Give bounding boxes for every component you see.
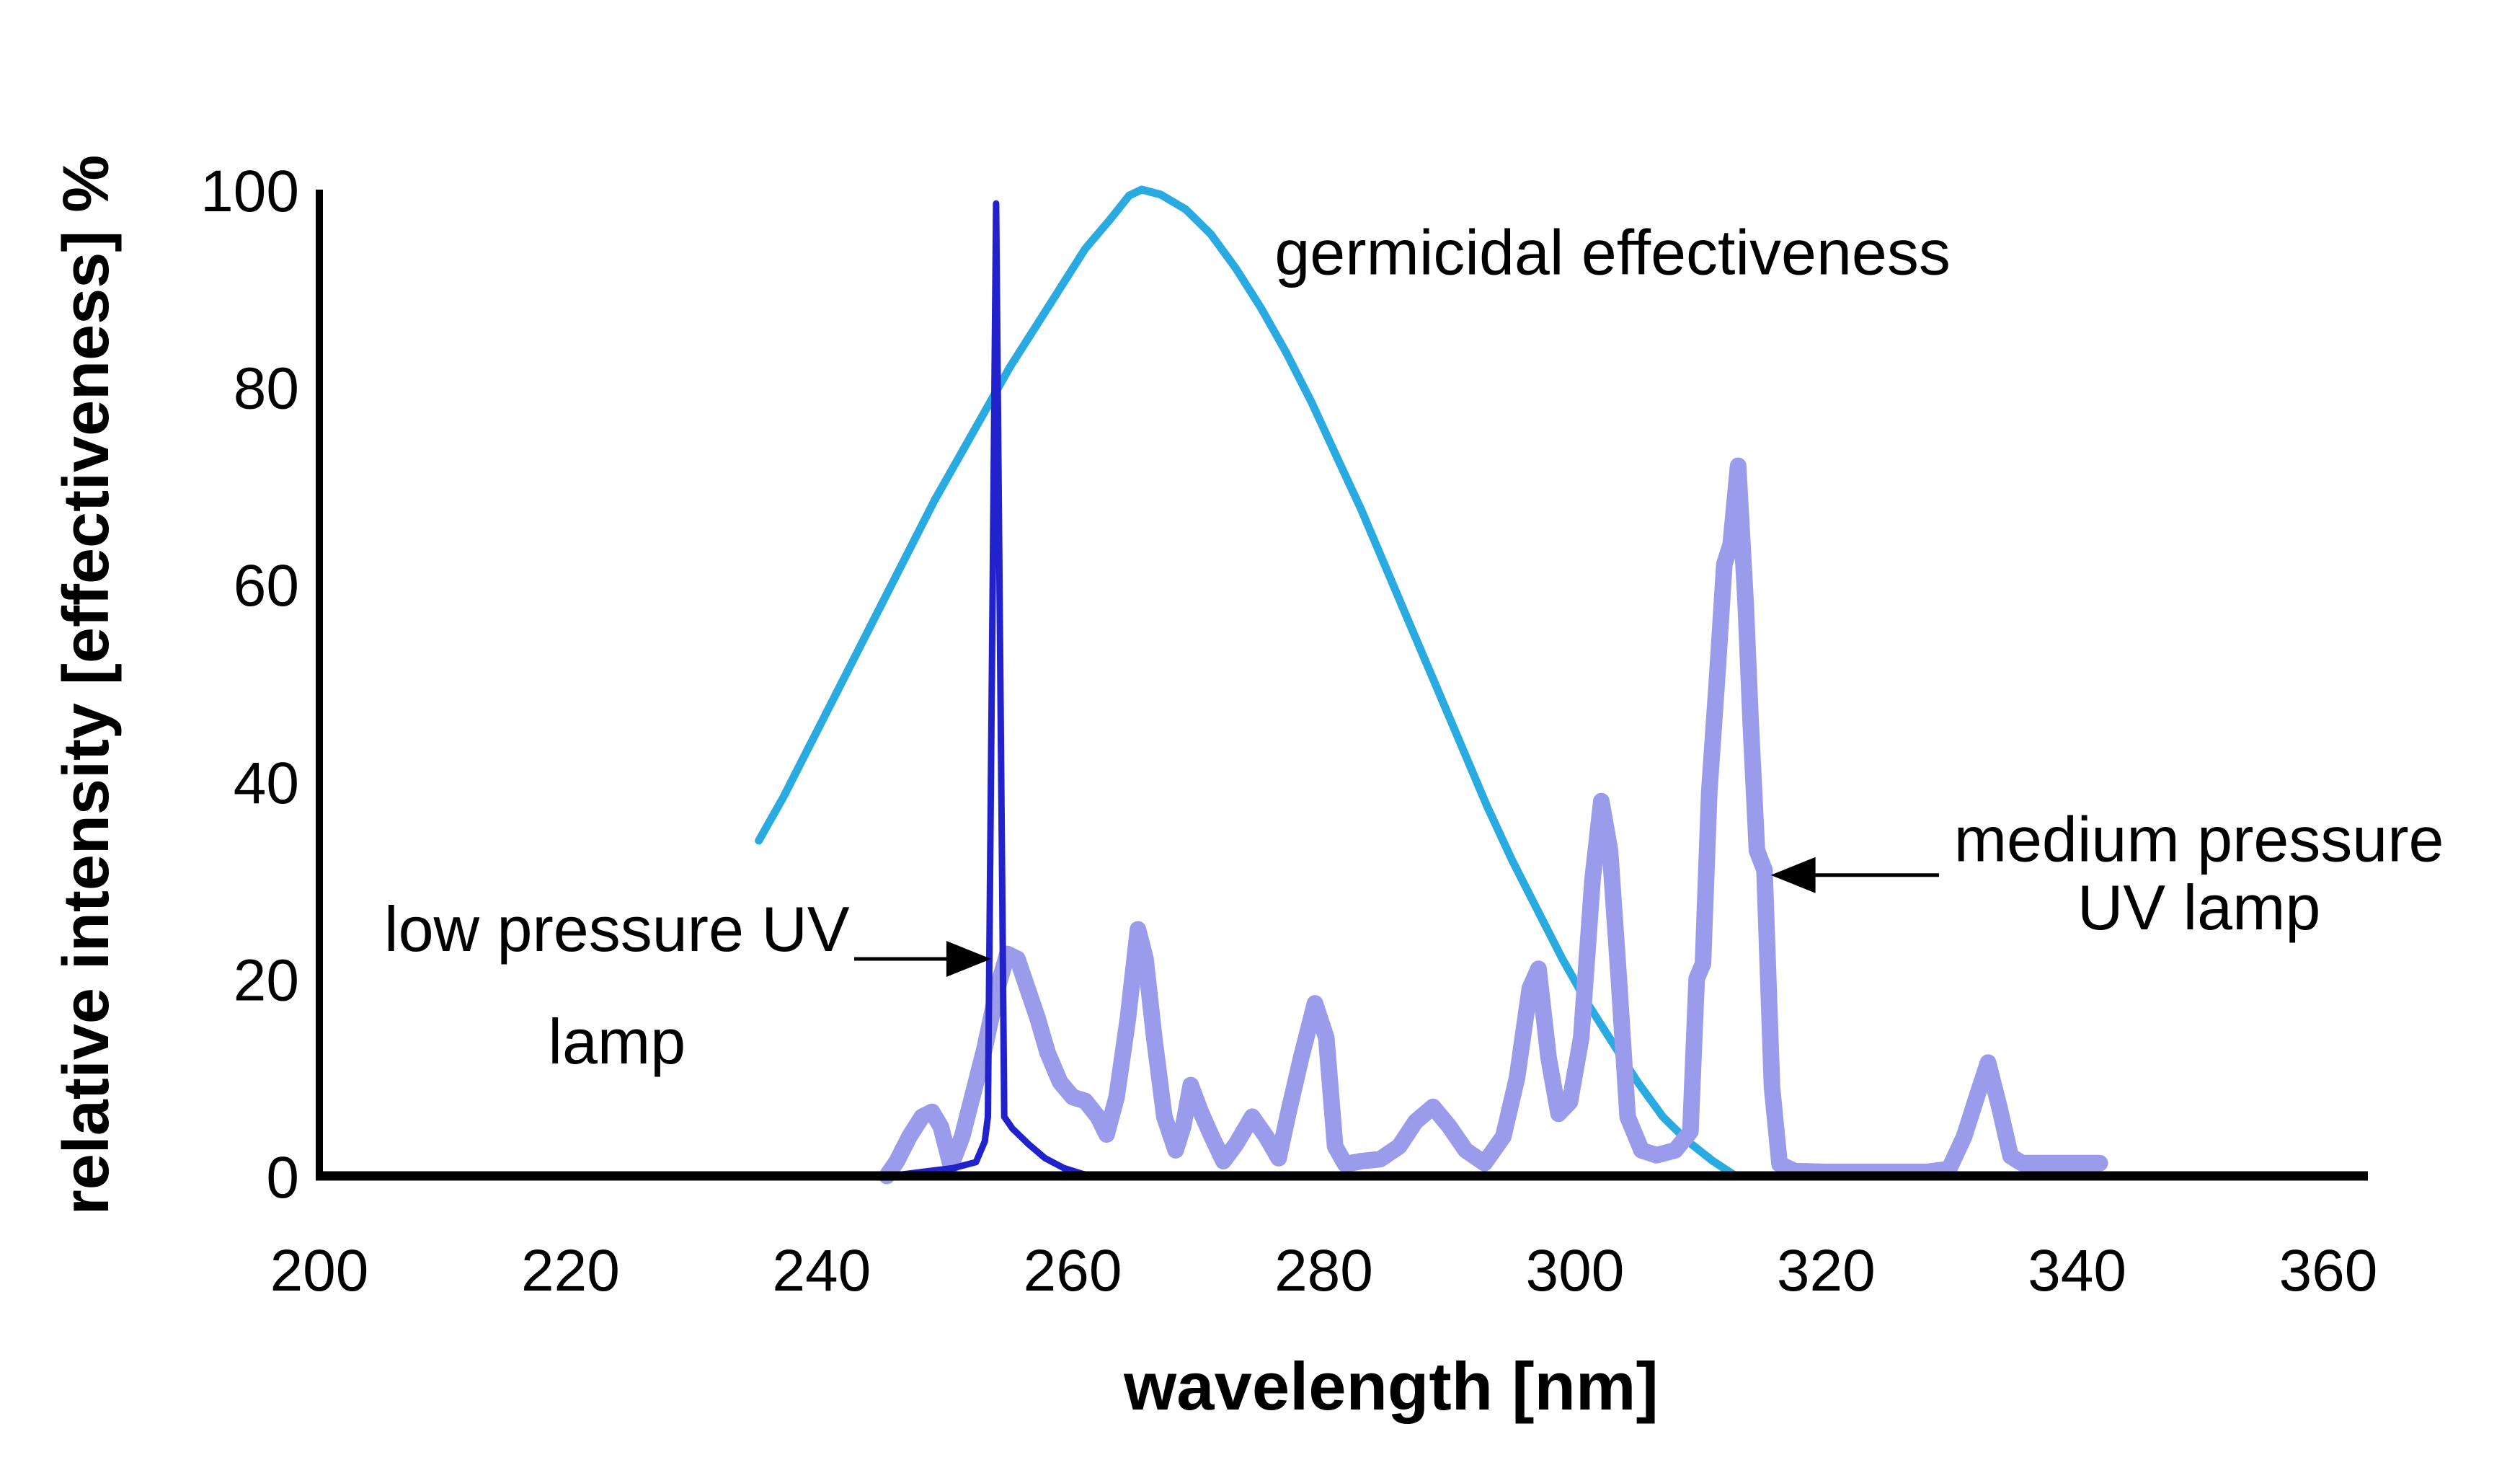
- x-tick-label: 320: [1777, 1238, 1876, 1304]
- medium-pressure-uv-lamp-label-line2: UV lamp: [2077, 872, 2320, 943]
- germicidal-effectiveness-label: germicidal effectiveness: [1274, 217, 1951, 288]
- y-tick-label: 100: [200, 159, 299, 224]
- series-line-germicidal-effectiveness: [755, 185, 1740, 1180]
- series-line-low-pressure-uv-lamp: [887, 200, 1099, 1180]
- medium-pressure-uv-lamp-label-arrowhead: [1770, 857, 1816, 893]
- x-tick-label: 240: [772, 1238, 871, 1304]
- low-pressure-uv-lamp-label-line2: lamp: [548, 1006, 686, 1077]
- x-tick-label: 280: [1274, 1238, 1373, 1304]
- x-axis-title: wavelength [nm]: [1123, 1348, 1659, 1424]
- y-tick-label: 0: [266, 1145, 299, 1211]
- tick-layer: 200 220 240 260 280 300 320 340 360 0 20 40 60 80 100: [200, 159, 2377, 1304]
- low-pressure-uv-lamp-label-line1: low pressure UV: [384, 893, 850, 965]
- x-tick-label: 200: [270, 1238, 369, 1304]
- x-tick-label: 340: [2028, 1238, 2126, 1304]
- x-tick-label: 260: [1024, 1238, 1122, 1304]
- y-tick-label: 20: [234, 947, 299, 1013]
- y-tick-label: 80: [234, 356, 299, 422]
- series-layer: [755, 185, 2108, 1185]
- x-tick-label: 360: [2279, 1238, 2378, 1304]
- medium-pressure-uv-lamp-label-line1: medium pressure: [1954, 804, 2444, 875]
- low-pressure-uv-lamp-label-arrowhead: [946, 941, 991, 977]
- x-tick-label: 220: [521, 1238, 620, 1304]
- x-tick-label: 300: [1525, 1238, 1624, 1304]
- axis-layer: [316, 190, 2368, 1181]
- series-line-medium-pressure-uv-lamp: [878, 457, 2108, 1185]
- annotation-layer: germicidal effectiveness low pressure UV l…: [384, 217, 2444, 1077]
- y-axis-title: relative intensity [effectiveness] %: [50, 155, 123, 1216]
- y-tick-label: 40: [234, 751, 299, 816]
- y-tick-label: 60: [234, 553, 299, 619]
